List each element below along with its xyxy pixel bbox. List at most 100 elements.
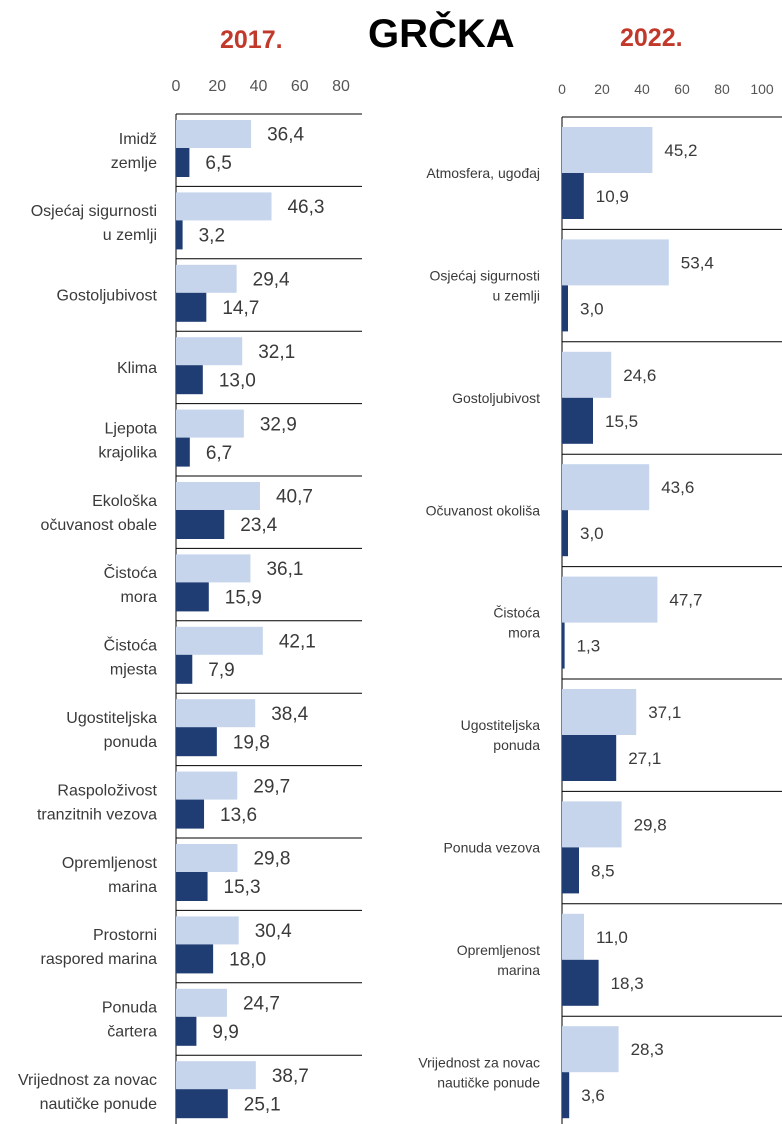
left-category-label: u zemlji xyxy=(103,227,157,244)
left-category-label: Prostorni xyxy=(93,927,157,944)
left-bar-dark xyxy=(176,727,217,757)
left-tick-label: 40 xyxy=(250,78,268,95)
left-bar-light xyxy=(176,264,237,293)
left-bar-light xyxy=(176,482,260,510)
left-category-label: Čistoća xyxy=(104,636,157,655)
left-value-label-light: 38,4 xyxy=(271,704,308,725)
right-value-label-dark: 3,0 xyxy=(580,299,604,318)
right-value-label-light: 45,2 xyxy=(664,141,697,160)
right-value-label-light: 47,7 xyxy=(669,591,702,610)
right-category-label: Ugostiteljska xyxy=(461,717,541,733)
left-bar-dark xyxy=(176,148,190,177)
right-value-label-dark: 8,5 xyxy=(591,861,615,880)
left-bar-light xyxy=(176,192,272,221)
left-bar-dark xyxy=(176,510,225,539)
left-category-label: marina xyxy=(108,879,157,896)
left-bar-dark xyxy=(176,582,209,612)
right-category-label: Čistoća xyxy=(493,605,540,621)
left-category-label: očuvanost obale xyxy=(40,517,157,534)
left-value-label-dark: 15,3 xyxy=(224,877,261,898)
right-bar-dark xyxy=(562,397,593,444)
left-value-label-dark: 18,0 xyxy=(229,950,266,971)
right-bar-light xyxy=(562,239,669,286)
right-tick-label: 80 xyxy=(714,81,730,97)
left-category-label: Vrijednost za novac xyxy=(18,1072,157,1089)
right-category-label: Gostoljubivost xyxy=(452,390,540,406)
left-value-label-dark: 23,4 xyxy=(240,515,277,536)
right-bar-dark xyxy=(562,285,568,332)
left-category-label: Ugostiteljska xyxy=(66,710,157,727)
left-category-label: Gostoljubivost xyxy=(57,288,158,305)
right-category-label: Vrijednost za novac xyxy=(418,1054,540,1070)
right-bar-dark xyxy=(562,1072,570,1119)
left-bar-dark xyxy=(176,654,193,684)
right-bar-dark xyxy=(562,622,565,669)
left-category-label: mjesta xyxy=(110,662,157,679)
left-bar-dark xyxy=(176,944,214,974)
right-bar-light xyxy=(562,913,584,960)
left-category-label: Čistoća xyxy=(104,563,157,582)
left-value-label-light: 36,4 xyxy=(267,125,304,146)
right-bar-light xyxy=(562,689,637,735)
right-bar-light xyxy=(562,801,622,848)
left-value-label-light: 32,1 xyxy=(258,342,295,363)
left-value-label-light: 40,7 xyxy=(276,487,313,508)
right-value-label-light: 43,6 xyxy=(661,478,694,497)
chart-title-2017: 2017. xyxy=(220,26,283,54)
left-category-label: Osjećaj sigurnosti xyxy=(31,203,157,220)
left-bar-light xyxy=(176,409,244,438)
left-value-label-light: 29,8 xyxy=(253,849,290,870)
right-value-label-dark: 15,5 xyxy=(605,412,638,431)
left-category-label: krajolika xyxy=(98,444,157,461)
left-tick-label: 0 xyxy=(172,78,181,95)
left-bar-light xyxy=(176,988,227,1017)
right-value-label-light: 29,8 xyxy=(634,815,667,834)
right-value-label-light: 28,3 xyxy=(631,1040,664,1059)
right-value-label-dark: 3,0 xyxy=(580,524,604,543)
right-tick-label: 20 xyxy=(594,81,610,97)
left-value-label-light: 30,4 xyxy=(255,921,292,942)
right-value-label-light: 53,4 xyxy=(681,253,714,272)
right-category-label: Osjećaj sigurnosti xyxy=(430,268,541,284)
page-title: GRČKA xyxy=(368,12,515,56)
left-value-label-dark: 6,5 xyxy=(205,153,231,174)
right-bar-light xyxy=(562,1026,619,1073)
right-bar-dark xyxy=(562,847,579,894)
right-tick-label: 0 xyxy=(558,81,566,97)
right-category-label: u zemlji xyxy=(493,288,540,304)
left-category-label: čartera xyxy=(107,1024,157,1041)
right-tick-label: 40 xyxy=(634,81,650,97)
left-value-label-dark: 3,2 xyxy=(199,226,225,247)
left-bar-light xyxy=(176,626,263,655)
left-category-label: nautičke ponude xyxy=(40,1096,158,1113)
right-value-label-dark: 10,9 xyxy=(596,187,629,206)
left-bar-light xyxy=(176,554,251,583)
right-value-label-dark: 18,3 xyxy=(611,974,644,993)
left-category-label: mora xyxy=(121,589,158,606)
right-bar-light xyxy=(562,127,653,173)
left-tick-label: 20 xyxy=(208,78,226,95)
right-bar-dark xyxy=(562,510,568,557)
left-value-label-dark: 15,9 xyxy=(225,588,262,609)
left-bar-dark xyxy=(176,1016,197,1046)
right-category-label: mora xyxy=(508,625,540,641)
left-bar-dark xyxy=(176,365,203,395)
right-bar-dark xyxy=(562,173,584,219)
left-bar-dark xyxy=(176,1089,228,1119)
right-value-label-light: 24,6 xyxy=(623,366,656,385)
left-bar-dark xyxy=(176,220,183,250)
left-value-label-dark: 7,9 xyxy=(208,660,234,681)
left-category-label: Raspoloživost xyxy=(57,782,157,799)
chart-title-2022: 2022. xyxy=(620,24,683,52)
left-value-label-dark: 13,6 xyxy=(220,805,257,826)
left-bar-dark xyxy=(176,292,207,322)
left-tick-label: 60 xyxy=(291,78,309,95)
right-category-label: nautičke ponude xyxy=(437,1074,540,1090)
left-category-label: Imidž xyxy=(119,131,157,148)
left-bar-light xyxy=(176,916,239,945)
left-bar-dark xyxy=(176,437,190,467)
left-value-label-light: 32,9 xyxy=(260,414,297,435)
right-value-label-dark: 27,1 xyxy=(628,749,661,768)
right-value-label-light: 37,1 xyxy=(648,703,681,722)
